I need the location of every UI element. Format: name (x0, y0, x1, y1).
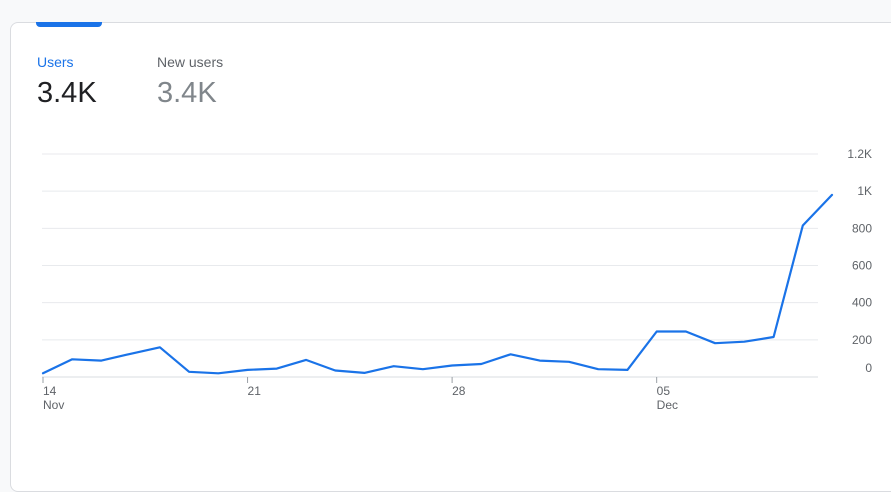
x-tick-day-label: 21 (248, 384, 262, 398)
tab-users[interactable]: Users 3.4K (37, 54, 97, 110)
y-tick-label: 200 (852, 333, 872, 347)
x-tick-day-label: 14 (43, 384, 57, 398)
x-tick-day-label: 05 (657, 384, 671, 398)
tab-new-users-value: 3.4K (157, 77, 217, 109)
y-tick-label: 800 (852, 221, 872, 235)
tab-users-value: 3.4K (37, 77, 97, 109)
series-line-users (41, 193, 834, 375)
y-tick-label: 400 (852, 296, 872, 310)
tab-users-label: Users (37, 54, 74, 70)
y-tick-label: 1.2K (847, 147, 872, 161)
x-tick-month-label: Dec (657, 398, 678, 412)
series-layer (41, 193, 834, 375)
y-axis-ticks: 0 200 400 600 800 1K 1.2K (847, 147, 872, 375)
tab-new-users-label: New users (157, 54, 224, 70)
y-tick-label: 600 (852, 259, 872, 273)
chart-card (10, 22, 891, 492)
tab-new-users[interactable]: New users 3.4K (157, 54, 223, 110)
x-tick-month-label: Nov (43, 398, 64, 412)
y-tick-label: 1K (857, 184, 872, 198)
y-tick-label: 0 (865, 361, 872, 375)
x-tick-day-label: 28 (452, 384, 466, 398)
selected-tab-indicator (36, 22, 102, 27)
gridlines (42, 153, 818, 378)
